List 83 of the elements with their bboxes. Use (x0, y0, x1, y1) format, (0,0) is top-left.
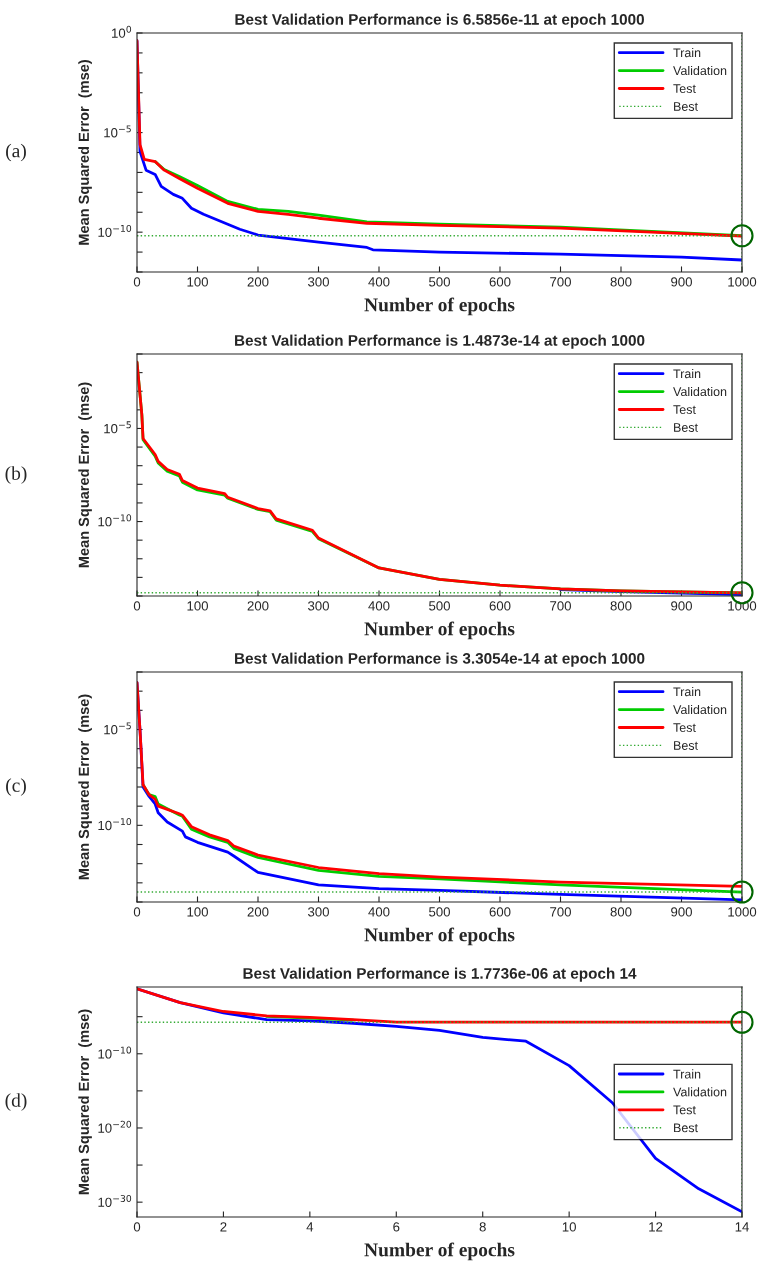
y-axis-title: Mean Squared Error (mse) (78, 1009, 92, 1195)
x-tick-label: 700 (550, 601, 571, 611)
legend-label: Best (674, 102, 698, 111)
legend-label: Best (674, 741, 698, 750)
y-tick-label: 10$^{−10}$ (98, 818, 132, 831)
y-axis-title: Mean Squared Error (mse) (78, 60, 92, 245)
x-tick-label: 900 (671, 907, 692, 917)
legend-label: Best (674, 1123, 698, 1133)
text: (c) (6, 778, 26, 796)
x-axis-title: Number of epochs (364, 297, 515, 316)
x-tick-label: 300 (308, 907, 329, 917)
legend-label: Validation (673, 386, 727, 397)
x-tick-label: 600 (489, 907, 511, 917)
legend-label: Train (673, 369, 701, 379)
legend-label: Test (673, 1105, 696, 1115)
x-tick-label: 1000 (728, 277, 757, 287)
x-tick-label: 400 (368, 601, 390, 611)
y-tick-label: 10$^{−5}$ (104, 722, 131, 735)
x-tick-label: 0 (133, 1222, 141, 1232)
y-tick-label: 10$^{−20}$ (98, 1120, 132, 1133)
x-axis-title: Number of epochs (364, 1242, 515, 1261)
x-tick-label: 6 (393, 1222, 400, 1232)
legend-label: Test (673, 84, 696, 93)
x-tick-label: 1000 (728, 907, 757, 917)
x-tick-label: 1000 (728, 601, 757, 611)
x-tick-label: 900 (671, 601, 692, 611)
chart-title: Best Validation Performance is 3.3054e-14 at epoch 1000 (235, 652, 645, 667)
x-tick-label: 900 (671, 277, 692, 287)
y-tick-label: 10$^{−5}$ (104, 125, 131, 138)
legend-label: Best (674, 423, 698, 432)
legend-label: Validation (673, 65, 727, 76)
x-axis-title: Number of epochs (364, 621, 515, 640)
x-tick-label: 700 (550, 277, 571, 287)
y-axis-title: Mean Squared Error (mse) (78, 382, 92, 568)
x-tick-label: 100 (187, 601, 208, 611)
x-tick-label: 500 (429, 601, 450, 611)
chart-title: Best Validation Performance is 6.5856e-11 at epoch 1000 (235, 13, 644, 28)
x-tick-label: 600 (489, 277, 511, 287)
x-tick-label: 0 (133, 601, 141, 611)
x-tick-label: 300 (308, 601, 329, 611)
y-tick-label: 10$^{−30}$ (98, 1194, 132, 1207)
legend-label: Train (673, 48, 701, 58)
text: (b) (5, 466, 27, 484)
legend-label: Validation (673, 704, 727, 715)
x-tick-label: 10 (562, 1222, 576, 1232)
x-tick-label: 700 (550, 907, 571, 917)
x-tick-label: 200 (247, 601, 269, 611)
y-tick-label: 10$^{0}$ (112, 25, 132, 38)
x-tick-label: 800 (610, 601, 632, 611)
x-tick-label: 14 (735, 1222, 749, 1232)
x-tick-label: 100 (187, 277, 208, 287)
x-tick-label: 4 (306, 1222, 314, 1232)
y-axis-title: Mean Squared Error (mse) (78, 694, 92, 880)
legend-label: Validation (673, 1087, 727, 1097)
chart-title: Best Validation Performance is 1.4873e-14 at epoch 1000 (235, 334, 645, 349)
x-tick-label: 500 (429, 277, 450, 287)
x-tick-label: 12 (649, 1222, 663, 1232)
x-tick-label: 800 (610, 907, 632, 917)
y-tick-label: 10$^{−5}$ (104, 421, 131, 434)
legend-label: Test (673, 405, 696, 414)
y-tick-label: 10$^{−10}$ (98, 224, 132, 237)
x-tick-label: 200 (247, 277, 269, 287)
chart-title: Best Validation Performance is 1.7736e-06 at epoch 14 (243, 967, 637, 982)
x-tick-label: 600 (489, 601, 511, 611)
x-tick-label: 100 (187, 907, 208, 917)
legend-label: Train (673, 687, 701, 697)
text: (a) (6, 143, 26, 162)
x-tick-label: 300 (308, 277, 329, 287)
x-tick-label: 800 (610, 277, 632, 287)
x-tick-label: 400 (368, 907, 390, 917)
x-tick-label: 200 (247, 907, 269, 917)
x-tick-label: 500 (429, 907, 450, 917)
y-tick-label: 10$^{−10}$ (98, 514, 132, 527)
text: (d) (5, 1093, 27, 1111)
x-tick-label: 400 (368, 277, 390, 287)
x-axis-title: Number of epochs (364, 927, 515, 946)
x-tick-label: 8 (479, 1222, 486, 1232)
legend-label: Train (673, 1069, 701, 1079)
legend-label: Test (673, 723, 696, 732)
y-tick-label: 10$^{−10}$ (98, 1046, 132, 1059)
x-tick-label: 2 (220, 1222, 227, 1232)
x-tick-label: 0 (133, 907, 141, 917)
x-tick-label: 0 (133, 277, 141, 287)
